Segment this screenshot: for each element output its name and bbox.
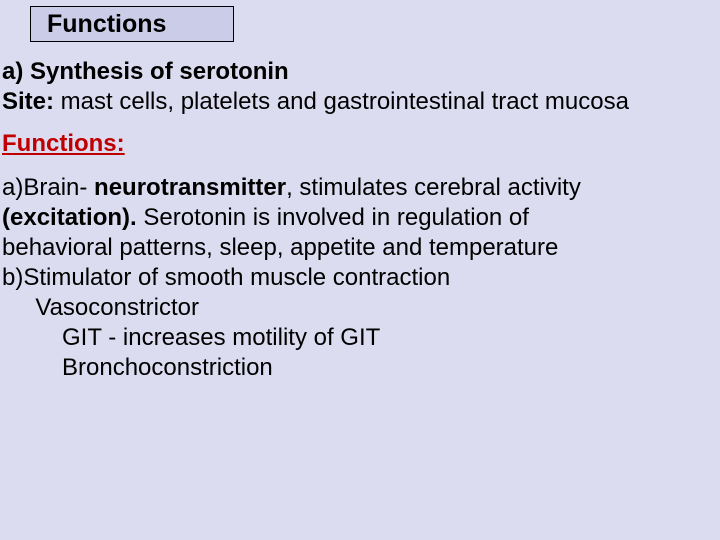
body-line-c: behavioral patterns, sleep, appetite and… <box>2 234 558 263</box>
body-a-prefix: a)Brain- <box>2 174 94 201</box>
body-line-b: (excitation). Serotonin is involved in r… <box>2 204 529 233</box>
body-e-text: Vasoconstrictor <box>35 294 199 321</box>
body-line-g: Bronchoconstriction <box>62 354 273 383</box>
body-a-suffix: , stimulates cerebral activity <box>286 174 581 201</box>
body-line-f: GIT - increases motility of GIT <box>62 324 380 353</box>
site-text: mast cells, platelets and gastrointestin… <box>54 88 629 115</box>
section-heading: a) Synthesis of serotonin <box>2 58 289 87</box>
site-line: Site: mast cells, platelets and gastroin… <box>2 88 629 117</box>
body-a-bold: neurotransmitter <box>94 174 286 201</box>
title-box: Functions <box>30 6 234 42</box>
body-line-d: b)Stimulator of smooth muscle contractio… <box>2 264 450 293</box>
body-b-prefix: ( <box>2 204 10 231</box>
body-line-e: Vasoconstrictor <box>2 294 199 323</box>
functions-label: Functions: <box>2 130 125 159</box>
site-label: Site: <box>2 88 54 115</box>
body-b-suffix: Serotonin is involved in regulation of <box>137 204 529 231</box>
title-text: Functions <box>47 10 166 39</box>
body-b-bold: excitation). <box>10 204 137 231</box>
body-line-a: a)Brain- neurotransmitter, stimulates ce… <box>2 174 581 203</box>
